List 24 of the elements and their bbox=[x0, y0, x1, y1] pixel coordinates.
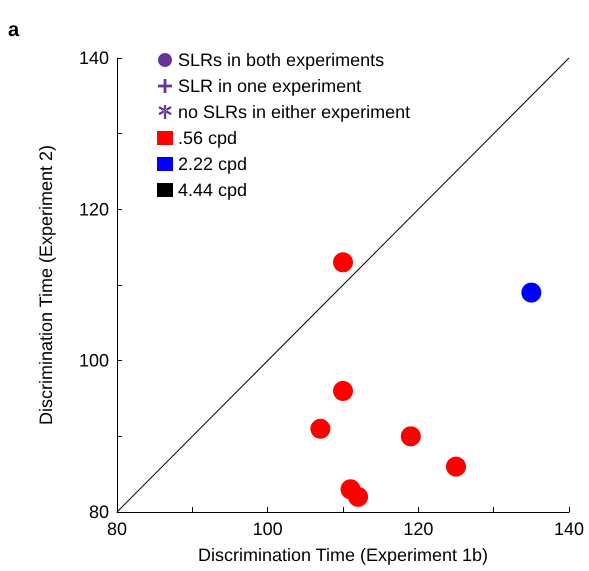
x-tick-label: 120 bbox=[403, 519, 434, 539]
legend-label: 2.22 cpd bbox=[178, 154, 248, 174]
text: a bbox=[8, 19, 20, 41]
legend-label: no SLRs in either experiment bbox=[178, 102, 410, 122]
x-tick-label: 100 bbox=[252, 519, 283, 539]
y-axis-title: Discrimination Time (Experiment 2) bbox=[36, 144, 56, 426]
point bbox=[400, 426, 421, 446]
x-tick-label: 140 bbox=[554, 519, 584, 539]
legend-label: SLR in one experiment bbox=[178, 76, 362, 96]
x-tick-label: 80 bbox=[106, 519, 128, 539]
y-tick-label: 100 bbox=[78, 350, 109, 371]
point bbox=[310, 418, 330, 439]
legend-label: SLRs in both experiments bbox=[178, 50, 384, 70]
point bbox=[446, 456, 466, 477]
point bbox=[333, 252, 353, 272]
y-tick-label: 120 bbox=[78, 199, 109, 220]
y-tick-label: 80 bbox=[88, 502, 109, 522]
point bbox=[348, 486, 368, 507]
point bbox=[521, 282, 542, 303]
legend-label: 4.44 cpd bbox=[178, 180, 248, 200]
legend-label: .56 cpd bbox=[178, 128, 238, 148]
point bbox=[333, 380, 353, 401]
x-axis-title: Discrimination Time (Experiment 1b) bbox=[198, 545, 488, 565]
y-tick-label: 140 bbox=[78, 48, 109, 68]
